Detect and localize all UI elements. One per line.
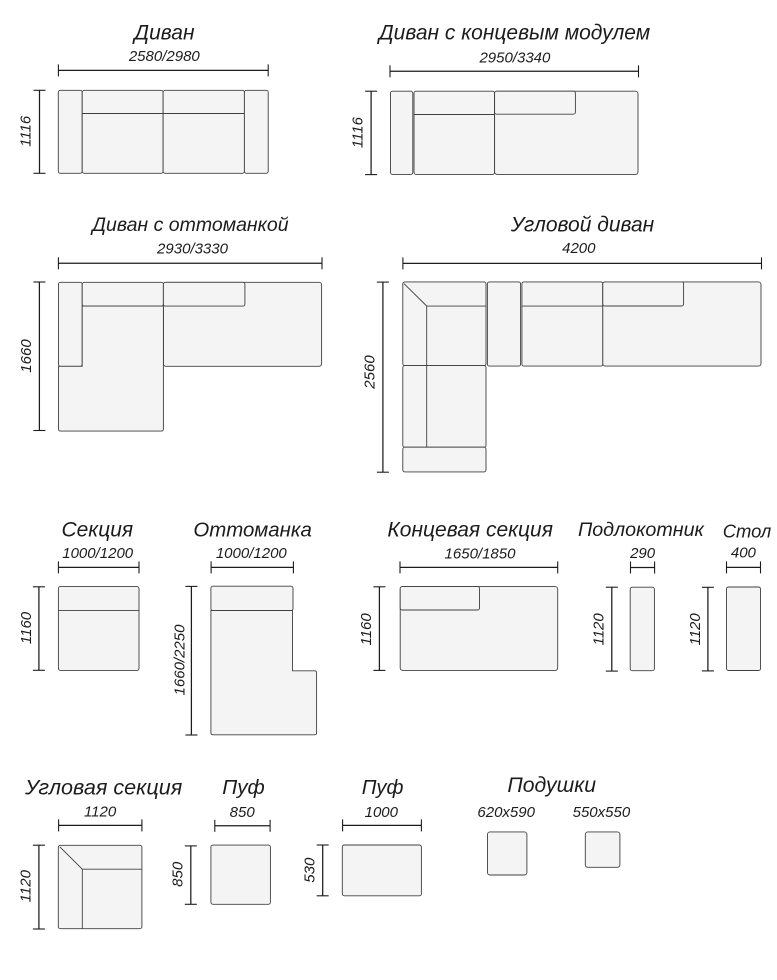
svg-text:1120: 1120 <box>18 869 35 902</box>
svg-text:1000/1200: 1000/1200 <box>62 545 134 562</box>
svg-text:530: 530 <box>302 857 319 883</box>
svg-text:2560: 2560 <box>361 355 378 390</box>
svg-text:Концевая секция: Концевая секция <box>387 519 553 542</box>
svg-text:1160: 1160 <box>18 611 35 644</box>
svg-text:2950/3340: 2950/3340 <box>478 49 551 66</box>
svg-text:Подлокотник: Подлокотник <box>578 519 705 541</box>
svg-text:1116: 1116 <box>349 116 366 148</box>
svg-text:Угловая секция: Угловая секция <box>24 775 183 800</box>
svg-text:850: 850 <box>230 804 256 821</box>
svg-text:Диван с концевым модулем: Диван с концевым модулем <box>377 22 650 45</box>
svg-text:1000/1200: 1000/1200 <box>216 545 288 562</box>
svg-text:4200: 4200 <box>562 240 596 257</box>
svg-text:Секция: Секция <box>61 519 133 542</box>
svg-text:1120: 1120 <box>687 613 704 646</box>
svg-text:Подушки: Подушки <box>507 774 596 797</box>
svg-text:Стол: Стол <box>723 521 772 542</box>
svg-text:1660/2250: 1660/2250 <box>172 624 189 696</box>
svg-text:2580/2980: 2580/2980 <box>128 48 201 65</box>
svg-text:1116: 1116 <box>18 115 35 147</box>
svg-text:1160: 1160 <box>358 613 375 646</box>
svg-text:1660: 1660 <box>18 339 35 373</box>
svg-text:1000: 1000 <box>365 804 399 821</box>
svg-text:850: 850 <box>170 861 187 887</box>
svg-text:Диван: Диван <box>132 22 195 45</box>
svg-text:290: 290 <box>629 545 656 562</box>
svg-text:Диван с оттоманкой: Диван с оттоманкой <box>90 214 288 236</box>
svg-text:1650/1850: 1650/1850 <box>445 546 517 563</box>
svg-text:620x590: 620x590 <box>477 804 535 821</box>
svg-text:Пуф: Пуф <box>222 776 264 799</box>
svg-text:400: 400 <box>731 545 757 562</box>
svg-text:Угловой диван: Угловой диван <box>510 213 655 236</box>
svg-text:Пуф: Пуф <box>362 777 404 799</box>
svg-text:1120: 1120 <box>590 613 607 646</box>
svg-text:550x550: 550x550 <box>573 804 631 821</box>
svg-text:Оттоманка: Оттоманка <box>193 520 311 542</box>
svg-text:2930/3330: 2930/3330 <box>156 241 229 258</box>
svg-text:1120: 1120 <box>84 804 117 821</box>
